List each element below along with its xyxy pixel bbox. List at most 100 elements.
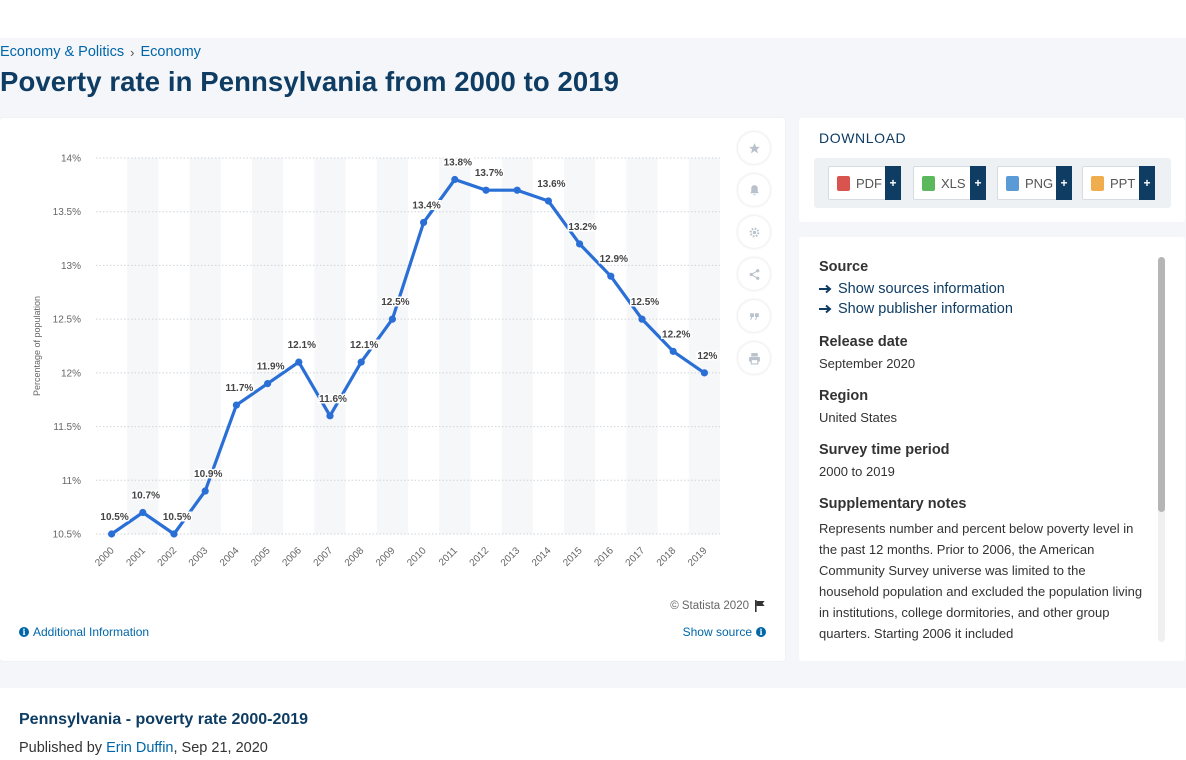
download-png-button[interactable]: PNG + bbox=[997, 166, 1072, 200]
download-png-label: PNG bbox=[1025, 175, 1054, 191]
details-card: Source Show sources information Show pub… bbox=[799, 237, 1185, 661]
y-tick-label: 13% bbox=[61, 261, 81, 272]
data-point[interactable] bbox=[264, 380, 272, 388]
download-xls-button[interactable]: XLS + bbox=[913, 166, 986, 200]
x-tick-label: 2014 bbox=[530, 545, 554, 569]
data-point[interactable] bbox=[420, 218, 428, 227]
x-tick-label: 2018 bbox=[655, 545, 679, 569]
x-tick-label: 2017 bbox=[624, 545, 648, 569]
x-tick-label: 2010 bbox=[405, 545, 429, 569]
data-point[interactable] bbox=[388, 315, 396, 323]
data-label: 12.1% bbox=[350, 340, 378, 351]
data-point[interactable] bbox=[201, 487, 209, 495]
breadcrumb-economy[interactable]: Economy bbox=[140, 44, 201, 60]
info-icon: i bbox=[756, 627, 766, 637]
data-point[interactable] bbox=[482, 186, 490, 194]
survey-period-heading: Survey time period bbox=[819, 442, 950, 458]
download-ppt-button[interactable]: PPT + bbox=[1082, 166, 1155, 200]
data-point[interactable] bbox=[544, 197, 553, 205]
x-tick-label: 2000 bbox=[93, 545, 117, 569]
x-tick-label: 2012 bbox=[468, 545, 492, 569]
print-button[interactable] bbox=[738, 342, 770, 374]
data-point[interactable] bbox=[295, 358, 303, 366]
data-point[interactable] bbox=[357, 358, 365, 366]
details-content: Source Show sources information Show pub… bbox=[819, 259, 1149, 661]
author-link[interactable]: Erin Duffin bbox=[106, 740, 174, 756]
data-point[interactable] bbox=[607, 272, 615, 280]
column-band bbox=[127, 158, 159, 534]
data-label: 13.2% bbox=[568, 222, 596, 233]
data-point[interactable] bbox=[669, 347, 677, 355]
data-point[interactable] bbox=[108, 530, 116, 538]
data-label: 11.6% bbox=[319, 394, 347, 405]
plus-icon: + bbox=[1056, 166, 1072, 200]
breadcrumb-separator: › bbox=[130, 44, 135, 60]
series-line bbox=[110, 177, 706, 536]
line-chart: 10.5% 11% 11.5% 12% 12.5% 13% 13.5% 14% 2000 200… bbox=[32, 154, 720, 569]
additional-information-link[interactable]: i Additional Information bbox=[19, 625, 149, 639]
data-point[interactable] bbox=[170, 530, 178, 538]
details-scrollbar[interactable] bbox=[1158, 257, 1165, 642]
share-button[interactable] bbox=[738, 258, 770, 290]
top-bar bbox=[0, 0, 1186, 38]
release-date-value: September 2020 bbox=[819, 356, 916, 371]
statistic-title: Pennsylvania - poverty rate 2000-2019 bbox=[19, 711, 309, 728]
gear-icon bbox=[749, 227, 759, 237]
show-source-label: Show source bbox=[682, 625, 752, 639]
source-heading: Source bbox=[819, 259, 869, 275]
show-publisher-link[interactable]: Show publisher information bbox=[819, 301, 1149, 317]
data-label: 12.2% bbox=[662, 329, 690, 340]
x-tick-label: 2015 bbox=[561, 545, 585, 569]
download-pdf-label: PDF bbox=[856, 175, 882, 191]
region-heading: Region bbox=[819, 388, 869, 404]
data-point[interactable] bbox=[513, 186, 521, 194]
data-label: 12.9% bbox=[600, 254, 628, 265]
release-date-heading: Release date bbox=[819, 334, 908, 350]
column-band bbox=[564, 158, 596, 534]
notification-button[interactable] bbox=[738, 174, 770, 206]
data-point[interactable] bbox=[576, 240, 584, 248]
print-icon bbox=[748, 352, 760, 364]
breadcrumb-economy-politics[interactable]: Economy & Politics bbox=[0, 44, 125, 60]
chart-card: 10.5% 11% 11.5% 12% 12.5% 13% 13.5% 14% 2000 200… bbox=[0, 118, 785, 661]
flag-icon[interactable] bbox=[755, 600, 766, 612]
scrollbar-thumb[interactable] bbox=[1158, 257, 1165, 512]
region-value: United States bbox=[819, 410, 898, 425]
favorite-button[interactable] bbox=[738, 132, 770, 164]
download-card: DOWNLOAD PDF + XLS + PNG + PPT + bbox=[799, 118, 1185, 222]
column-band bbox=[688, 158, 720, 534]
download-ppt-label: PPT bbox=[1110, 175, 1136, 191]
supplementary-notes-heading: Supplementary notes bbox=[819, 496, 967, 512]
data-point[interactable] bbox=[326, 412, 334, 420]
y-tick-label: 12.5% bbox=[53, 315, 81, 326]
y-tick-label: 11% bbox=[62, 476, 81, 487]
additional-information-label: Additional Information bbox=[33, 625, 150, 639]
x-tick-label: 2003 bbox=[187, 545, 211, 569]
data-point[interactable] bbox=[232, 401, 240, 409]
data-point[interactable] bbox=[451, 175, 459, 184]
share-icon bbox=[749, 268, 759, 280]
column-band bbox=[314, 158, 346, 534]
show-sources-label: Show sources information bbox=[838, 281, 1005, 297]
column-band bbox=[252, 158, 284, 534]
info-icon: i bbox=[19, 627, 29, 637]
data-label: 10.9% bbox=[194, 469, 222, 480]
data-point[interactable] bbox=[139, 508, 147, 517]
cite-button[interactable] bbox=[738, 300, 770, 332]
x-tick-label: 2013 bbox=[499, 545, 523, 569]
x-tick-label: 2009 bbox=[374, 545, 398, 569]
download-pdf-button[interactable]: PDF + bbox=[828, 166, 901, 200]
data-point[interactable] bbox=[638, 315, 646, 323]
y-tick-label: 11.5% bbox=[53, 422, 81, 433]
show-sources-link[interactable]: Show sources information bbox=[819, 281, 1149, 297]
plus-icon: + bbox=[970, 166, 986, 200]
settings-button[interactable] bbox=[738, 216, 770, 248]
plus-icon: + bbox=[885, 166, 901, 200]
data-label: 11.7% bbox=[225, 383, 253, 394]
data-point[interactable] bbox=[700, 369, 709, 377]
arrow-right-icon bbox=[819, 284, 832, 294]
statistic-info-card: Pennsylvania - poverty rate 2000-2019 Pu… bbox=[0, 688, 1186, 760]
download-buttons: PDF + XLS + PNG + PPT + bbox=[814, 158, 1171, 208]
show-source-link[interactable]: Show source i bbox=[683, 625, 766, 639]
y-tick-label: 10.5% bbox=[53, 530, 81, 541]
